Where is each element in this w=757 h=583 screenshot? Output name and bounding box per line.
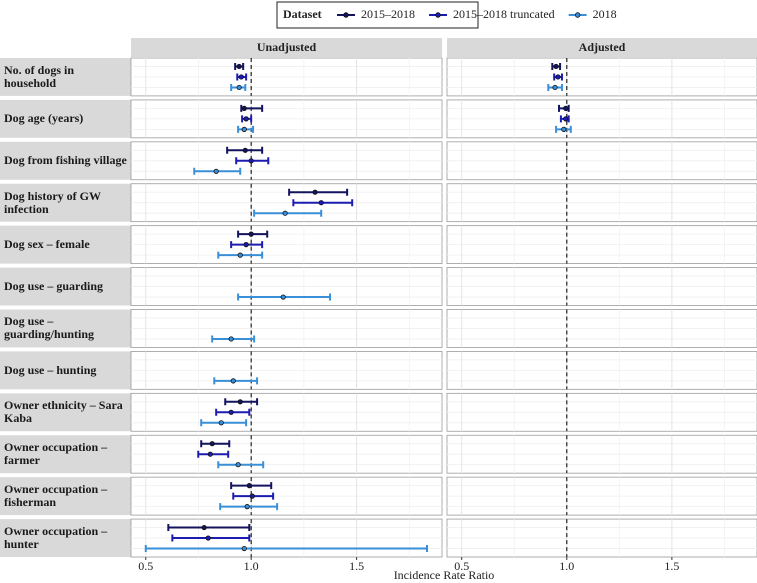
row-label: Dog from fishing village bbox=[4, 153, 127, 168]
point bbox=[553, 63, 559, 70]
x-tick-label: 1.0 bbox=[244, 559, 259, 573]
row-label: Dog age (years) bbox=[4, 111, 84, 126]
panel-strip bbox=[447, 38, 757, 57]
row-strip bbox=[0, 351, 131, 390]
legend-title: Dataset bbox=[283, 7, 322, 21]
row-strip bbox=[0, 519, 131, 557]
row-strip bbox=[0, 99, 131, 138]
row-label: Dog use – hunting bbox=[4, 362, 97, 377]
row-strip bbox=[0, 141, 131, 180]
point bbox=[243, 116, 249, 122]
point bbox=[555, 74, 561, 80]
point bbox=[213, 168, 219, 174]
error-bar bbox=[144, 545, 429, 553]
point bbox=[230, 378, 236, 384]
row-strip bbox=[0, 58, 131, 96]
point bbox=[201, 524, 207, 531]
point bbox=[241, 545, 247, 552]
point bbox=[561, 126, 567, 132]
x-tick-label: 1.5 bbox=[664, 559, 679, 573]
panel-strip bbox=[131, 38, 442, 57]
row-strip bbox=[0, 183, 131, 222]
x-tick-label: 0.5 bbox=[138, 559, 153, 573]
point bbox=[244, 504, 250, 510]
x-tick-label: 1.0 bbox=[559, 559, 574, 573]
point bbox=[235, 462, 241, 468]
point bbox=[563, 116, 569, 122]
row-strip bbox=[0, 309, 131, 348]
legend: Dataset 2015–2018 2015–2018 truncated 2018 bbox=[276, 1, 617, 29]
point bbox=[248, 231, 254, 237]
x-axis-title: Incidence Rate Ratio bbox=[394, 568, 495, 582]
error-bar bbox=[288, 188, 349, 196]
point bbox=[282, 210, 288, 216]
point bbox=[237, 252, 243, 258]
point bbox=[248, 158, 254, 164]
point bbox=[238, 74, 244, 80]
point bbox=[236, 63, 242, 70]
point bbox=[241, 105, 247, 111]
point bbox=[318, 200, 324, 206]
point bbox=[228, 409, 234, 415]
point bbox=[207, 451, 213, 457]
legend-label: 2018 bbox=[593, 7, 617, 21]
panel-title: Unadjusted bbox=[257, 40, 317, 54]
row-label: Dog history of GW infection bbox=[4, 188, 101, 216]
row-strip bbox=[0, 225, 131, 264]
legend-key bbox=[574, 12, 581, 18]
point bbox=[237, 399, 243, 405]
row-strip bbox=[0, 435, 131, 474]
point bbox=[552, 84, 558, 91]
point bbox=[246, 483, 252, 489]
error-bar bbox=[167, 524, 251, 532]
point bbox=[243, 242, 249, 248]
row-label: Owner occupation – farmer bbox=[4, 440, 108, 468]
row-label: Owner occupation – fisherman bbox=[4, 482, 108, 510]
error-bar bbox=[200, 440, 231, 448]
panel-title: Adjusted bbox=[579, 40, 626, 54]
point bbox=[205, 535, 211, 541]
x-tick-label: 1.5 bbox=[349, 559, 364, 573]
point bbox=[249, 493, 255, 499]
row-strip bbox=[0, 477, 131, 516]
legend-label: 2015–2018 bbox=[361, 7, 415, 21]
point bbox=[236, 84, 242, 91]
error-bar bbox=[171, 534, 251, 542]
row-strip bbox=[0, 267, 131, 306]
point bbox=[280, 294, 286, 300]
point bbox=[218, 420, 224, 426]
point bbox=[242, 147, 248, 153]
point bbox=[209, 441, 215, 447]
row-label: Owner occupation – hunter bbox=[4, 524, 108, 552]
point bbox=[563, 105, 569, 111]
row-label: No. of dogs in household bbox=[4, 62, 75, 90]
legend-label: 2015–2018 truncated bbox=[453, 7, 555, 21]
point bbox=[241, 126, 247, 132]
error-bar bbox=[217, 461, 265, 469]
row-label: Dog use – guarding/hunting bbox=[4, 314, 95, 342]
legend-key bbox=[435, 12, 441, 18]
point bbox=[312, 189, 318, 195]
error-bar bbox=[197, 450, 230, 458]
row-label: Owner ethnicity – Sara Kaba bbox=[4, 398, 123, 426]
row-label: Dog use – guarding bbox=[4, 279, 104, 294]
x-tick-label: 0.5 bbox=[454, 559, 469, 573]
point bbox=[228, 336, 234, 342]
legend-key bbox=[343, 12, 349, 18]
row-strip bbox=[0, 393, 131, 432]
row-label: Dog sex – female bbox=[4, 237, 90, 252]
